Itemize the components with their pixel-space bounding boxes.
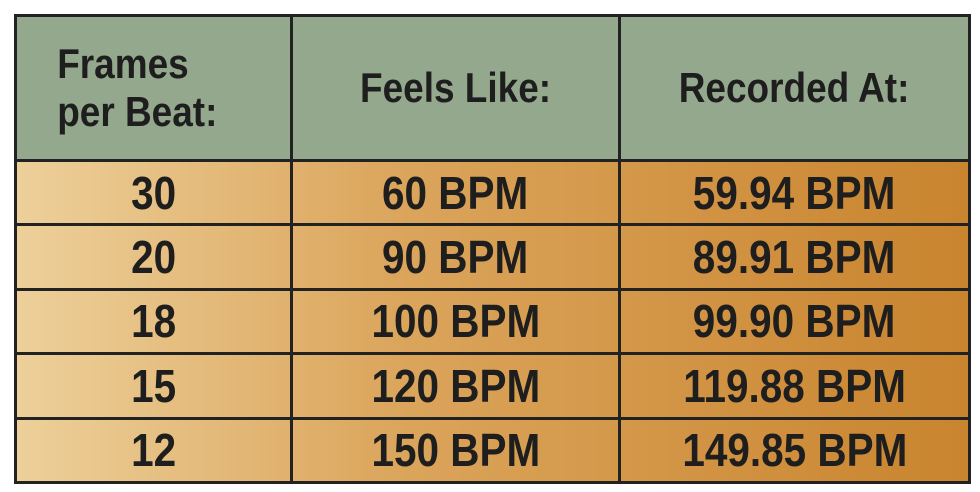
cell-text: 59.94 BPM — [693, 166, 896, 219]
table-header: Frames per Beat: Feels Like: Recorded At: — [14, 14, 971, 162]
cell-text: 100 BPM — [371, 295, 540, 348]
table-cell: 59.94 BPM — [618, 158, 971, 227]
table-row: 18 100 BPM 99.90 BPM — [14, 287, 971, 356]
cell-text: 12 — [130, 424, 177, 477]
table-row: 30 60 BPM 59.94 BPM — [14, 158, 971, 227]
cell-text: 90 BPM — [382, 231, 529, 284]
cell-text: 60 BPM — [382, 166, 529, 219]
header-cell: Recorded At: — [618, 14, 971, 162]
table-row: 15 120 BPM 119.88 BPM — [14, 352, 971, 420]
table-cell: 90 BPM — [290, 223, 621, 291]
table-cell: 120 BPM — [290, 352, 621, 420]
table-body: 30 60 BPM 59.94 BPM 20 90 BPM 89.91 BPM 18 100 … — [14, 158, 971, 485]
header-row: Frames per Beat: Feels Like: Recorded At: — [14, 14, 971, 162]
table-cell: 15 — [14, 352, 293, 420]
cell-text: Recorded At: — [679, 64, 910, 111]
table-cell: 18 — [14, 287, 293, 356]
bpm-table: Frames per Beat: Feels Like: Recorded At: … — [14, 14, 971, 485]
table-cell: 89.91 BPM — [618, 223, 971, 291]
table-cell: 119.88 BPM — [618, 352, 971, 420]
cell-text: 149.85 BPM — [681, 424, 908, 477]
cell-text: 30 — [130, 166, 177, 219]
cell-text: 15 — [130, 359, 177, 412]
cell-text: 18 — [130, 295, 177, 348]
table-row: 20 90 BPM 89.91 BPM — [14, 223, 971, 291]
table-cell: 60 BPM — [290, 158, 621, 227]
table-cell: 12 — [14, 416, 293, 485]
table-cell: 30 — [14, 158, 293, 227]
table-cell: 150 BPM — [290, 416, 621, 485]
table-cell: 149.85 BPM — [618, 416, 971, 485]
cell-text: 99.90 BPM — [693, 295, 896, 348]
cell-text: 20 — [130, 231, 177, 284]
table-cell: 100 BPM — [290, 287, 621, 356]
header-cell: Feels Like: — [290, 14, 621, 162]
cell-text: 119.88 BPM — [683, 359, 906, 412]
cell-text: Feels Like: — [359, 64, 552, 111]
table-row: 12 150 BPM 149.85 BPM — [14, 416, 971, 485]
table-cell: 20 — [14, 223, 293, 291]
cell-text: 150 BPM — [371, 424, 540, 477]
header-cell: Frames per Beat: — [14, 14, 293, 162]
cell-text: Frames per Beat: — [56, 40, 217, 135]
table-cell: 99.90 BPM — [618, 287, 971, 356]
cell-text: 120 BPM — [371, 359, 540, 412]
cell-text: 89.91 BPM — [693, 231, 896, 284]
